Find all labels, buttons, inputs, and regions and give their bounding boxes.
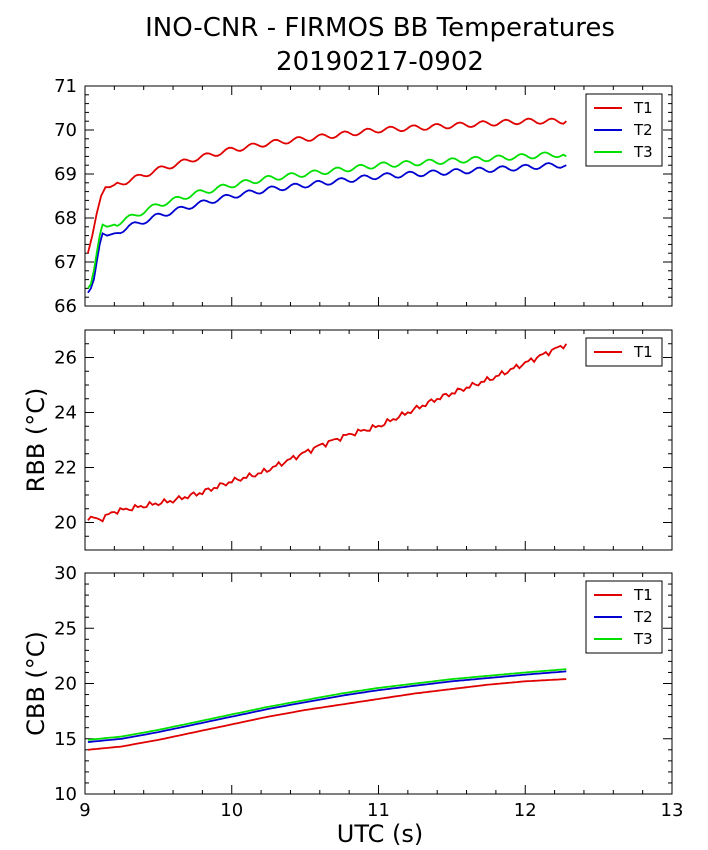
series-line-t1 — [87, 117, 567, 254]
y-tick-label: 26 — [54, 348, 77, 369]
series-line-t1 — [87, 678, 567, 751]
series-line-t2 — [87, 162, 567, 294]
series-line-t2 — [87, 670, 567, 743]
legend-label-t1: T1 — [633, 343, 653, 361]
legend-label-t3: T3 — [633, 143, 653, 161]
legend: T1 T2 T3 — [585, 580, 663, 654]
series-line-t3 — [87, 668, 567, 741]
y-tick-label: 70 — [54, 120, 77, 141]
y-tick-label: 68 — [54, 208, 77, 229]
series-line-t3 — [87, 151, 567, 289]
legend-label-t1: T1 — [633, 586, 653, 604]
y-tick-label: 20 — [54, 513, 77, 534]
x-tick-label: 11 — [367, 800, 390, 821]
panel-top: 66 67 68 69 70 71 T1 T2 T3 — [54, 76, 673, 317]
chart-title: INO-CNR - FIRMOS BB Temperatures — [145, 13, 615, 43]
y-tick-label: 67 — [54, 252, 77, 273]
x-tick-label: 10 — [220, 800, 243, 821]
y-axis-label: RBB (°C) — [22, 388, 50, 493]
x-axis-label: UTC (s) — [337, 820, 423, 848]
y-tick-label: 71 — [54, 76, 77, 97]
legend-label-t3: T3 — [633, 630, 653, 648]
x-tick-label: 12 — [514, 800, 537, 821]
x-tick-label: 9 — [79, 800, 90, 821]
y-tick-label: 66 — [54, 296, 77, 317]
y-tick-label: 69 — [54, 164, 77, 185]
panel-bottom: 10 15 20 25 30 CBB (°C) T1 T2 T3 — [22, 563, 673, 805]
y-tick-label: 24 — [54, 403, 77, 424]
plot-frame — [84, 572, 673, 795]
y-tick-label: 22 — [54, 458, 77, 479]
y-tick-label: 15 — [54, 729, 77, 750]
legend: T1 T2 T3 — [585, 93, 663, 167]
y-tick-label: 10 — [54, 784, 77, 805]
x-tick-label: 13 — [661, 800, 684, 821]
series-line-t1 — [87, 343, 568, 523]
y-tick-label: 25 — [54, 618, 77, 639]
y-axis-label: CBB (°C) — [22, 631, 50, 736]
y-tick-label: 20 — [54, 674, 77, 695]
legend-label-t2: T2 — [633, 608, 653, 626]
chart-subtitle: 20190217-0902 — [276, 47, 484, 77]
legend: T1 — [585, 337, 663, 367]
y-tick-label: 30 — [54, 563, 77, 584]
plot-frame — [84, 85, 673, 307]
legend-label-t2: T2 — [633, 121, 653, 139]
legend-label-t1: T1 — [633, 99, 653, 117]
plot-frame — [84, 329, 673, 551]
